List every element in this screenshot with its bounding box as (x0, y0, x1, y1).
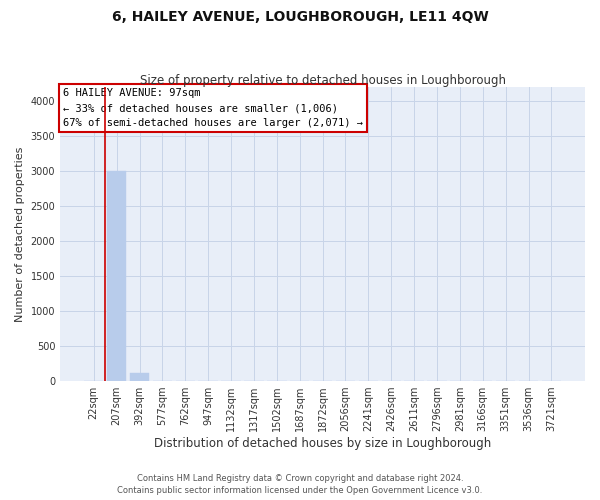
Text: Contains HM Land Registry data © Crown copyright and database right 2024.
Contai: Contains HM Land Registry data © Crown c… (118, 474, 482, 495)
Text: 6, HAILEY AVENUE, LOUGHBOROUGH, LE11 4QW: 6, HAILEY AVENUE, LOUGHBOROUGH, LE11 4QW (112, 10, 488, 24)
Text: 6 HAILEY AVENUE: 97sqm
← 33% of detached houses are smaller (1,006)
67% of semi-: 6 HAILEY AVENUE: 97sqm ← 33% of detached… (63, 88, 363, 128)
Bar (130, 372, 149, 381)
X-axis label: Distribution of detached houses by size in Loughborough: Distribution of detached houses by size … (154, 437, 491, 450)
Title: Size of property relative to detached houses in Loughborough: Size of property relative to detached ho… (140, 74, 506, 87)
Y-axis label: Number of detached properties: Number of detached properties (15, 146, 25, 322)
Bar (107, 171, 127, 381)
